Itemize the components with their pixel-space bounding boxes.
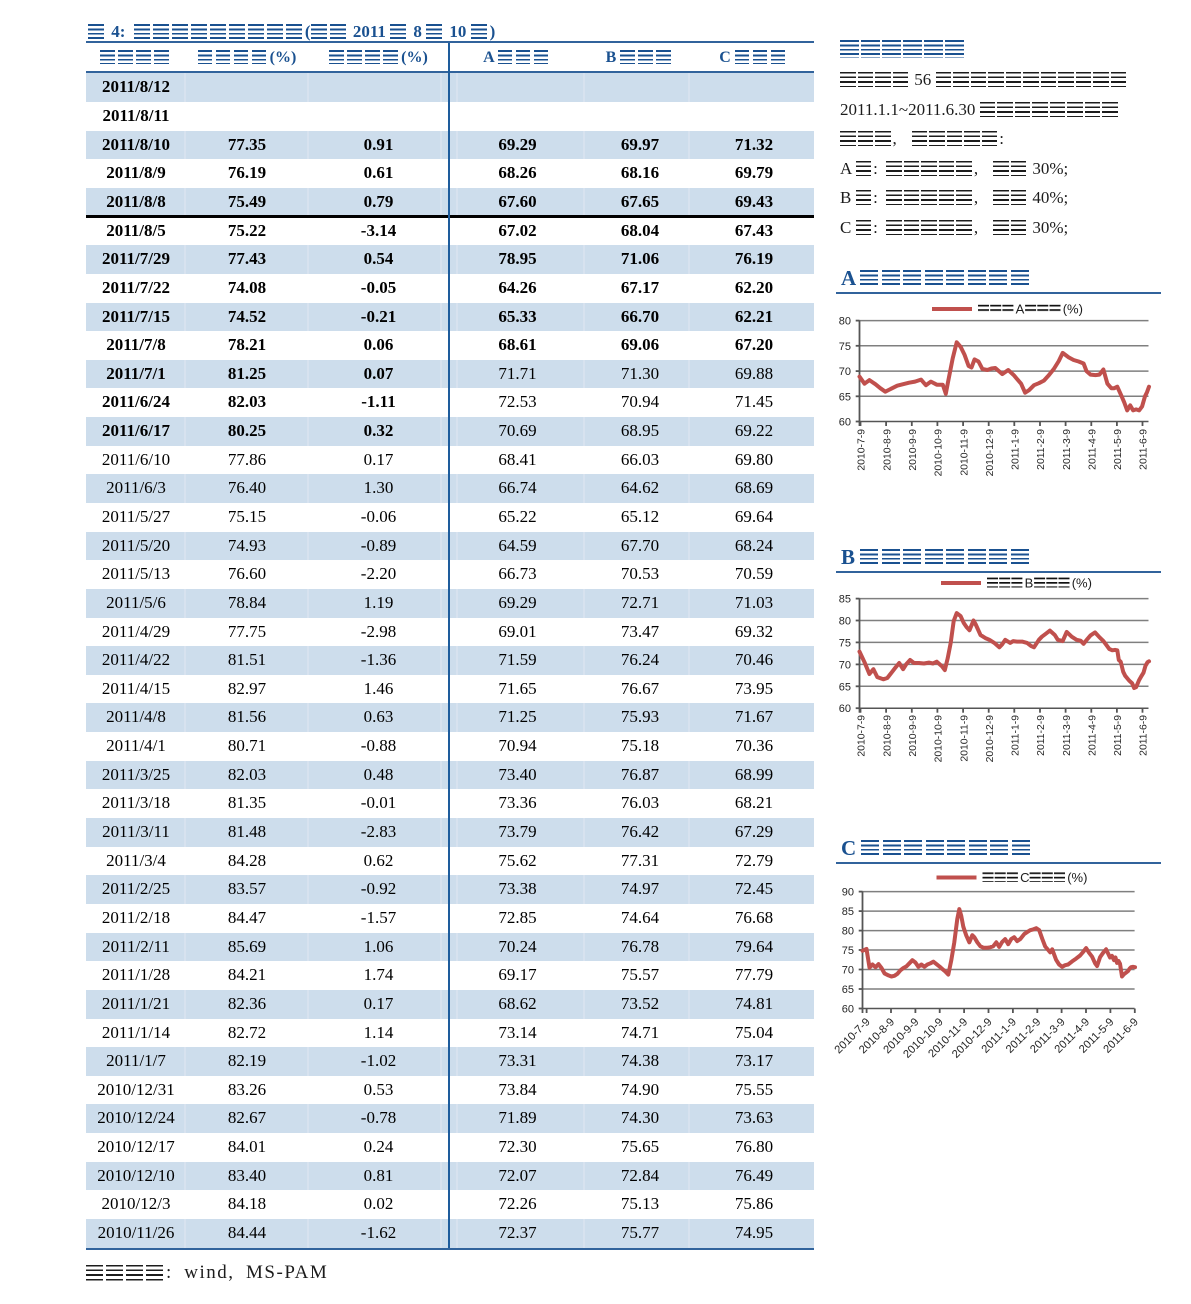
svg-text:85: 85	[842, 906, 854, 918]
svg-text:80: 80	[839, 316, 851, 328]
svg-text:A: A	[1016, 302, 1025, 317]
svg-text:2011-6-9: 2011-6-9	[1139, 715, 1150, 756]
svg-text:2010-12-9: 2010-12-9	[985, 715, 996, 763]
svg-text:2011-3-9: 2011-3-9	[1062, 715, 1073, 756]
svg-text:70: 70	[842, 965, 854, 977]
svg-text:2010-12-9: 2010-12-9	[985, 429, 996, 477]
svg-text:2011-4-9: 2011-4-9	[1088, 715, 1099, 756]
svg-text:(%): (%)	[1067, 870, 1087, 885]
svg-text:2011-5-9: 2011-5-9	[1113, 429, 1124, 470]
svg-text:B: B	[1025, 576, 1034, 591]
svg-text:2011-1-9: 2011-1-9	[1011, 715, 1022, 756]
svg-text:2010-9-9: 2010-9-9	[908, 429, 919, 471]
svg-text:2011-2-9: 2011-2-9	[1036, 715, 1047, 756]
svg-text:2010-9-9: 2010-9-9	[908, 715, 919, 757]
svg-text:65: 65	[839, 391, 851, 403]
svg-text:70: 70	[839, 366, 851, 378]
svg-text:2010-11-9: 2010-11-9	[959, 429, 970, 476]
svg-text:80: 80	[839, 616, 851, 628]
svg-text:65: 65	[839, 681, 851, 693]
svg-text:(%): (%)	[1063, 302, 1083, 317]
svg-text:2010-7-9: 2010-7-9	[857, 715, 868, 757]
svg-text:2010-8-9: 2010-8-9	[882, 429, 893, 471]
svg-text:C: C	[1020, 870, 1029, 885]
svg-text:65: 65	[842, 984, 854, 996]
svg-text:2010-11-9: 2010-11-9	[959, 715, 970, 762]
svg-text:80: 80	[842, 926, 854, 938]
svg-text:60: 60	[839, 417, 851, 429]
svg-text:60: 60	[839, 703, 851, 715]
svg-text:2010-8-9: 2010-8-9	[882, 715, 893, 757]
svg-text:2011-5-9: 2011-5-9	[1113, 715, 1124, 756]
svg-text:(%): (%)	[1072, 576, 1092, 591]
svg-text:2011-2-9: 2011-2-9	[1036, 429, 1047, 470]
svg-text:2010-7-9: 2010-7-9	[857, 429, 868, 471]
svg-text:75: 75	[842, 945, 854, 957]
svg-text:85: 85	[839, 594, 851, 606]
svg-text:2010-10-9: 2010-10-9	[934, 715, 945, 763]
svg-text:90: 90	[842, 887, 854, 899]
svg-text:2010-10-9: 2010-10-9	[934, 429, 945, 477]
svg-text:2011-3-9: 2011-3-9	[1062, 429, 1073, 470]
svg-text:60: 60	[842, 1004, 854, 1016]
svg-text:75: 75	[839, 637, 851, 649]
svg-text:70: 70	[839, 659, 851, 671]
svg-text:2011-1-9: 2011-1-9	[1011, 429, 1022, 470]
svg-text:2011-4-9: 2011-4-9	[1088, 429, 1099, 470]
svg-text:75: 75	[839, 341, 851, 353]
svg-text:2011-6-9: 2011-6-9	[1139, 429, 1150, 470]
